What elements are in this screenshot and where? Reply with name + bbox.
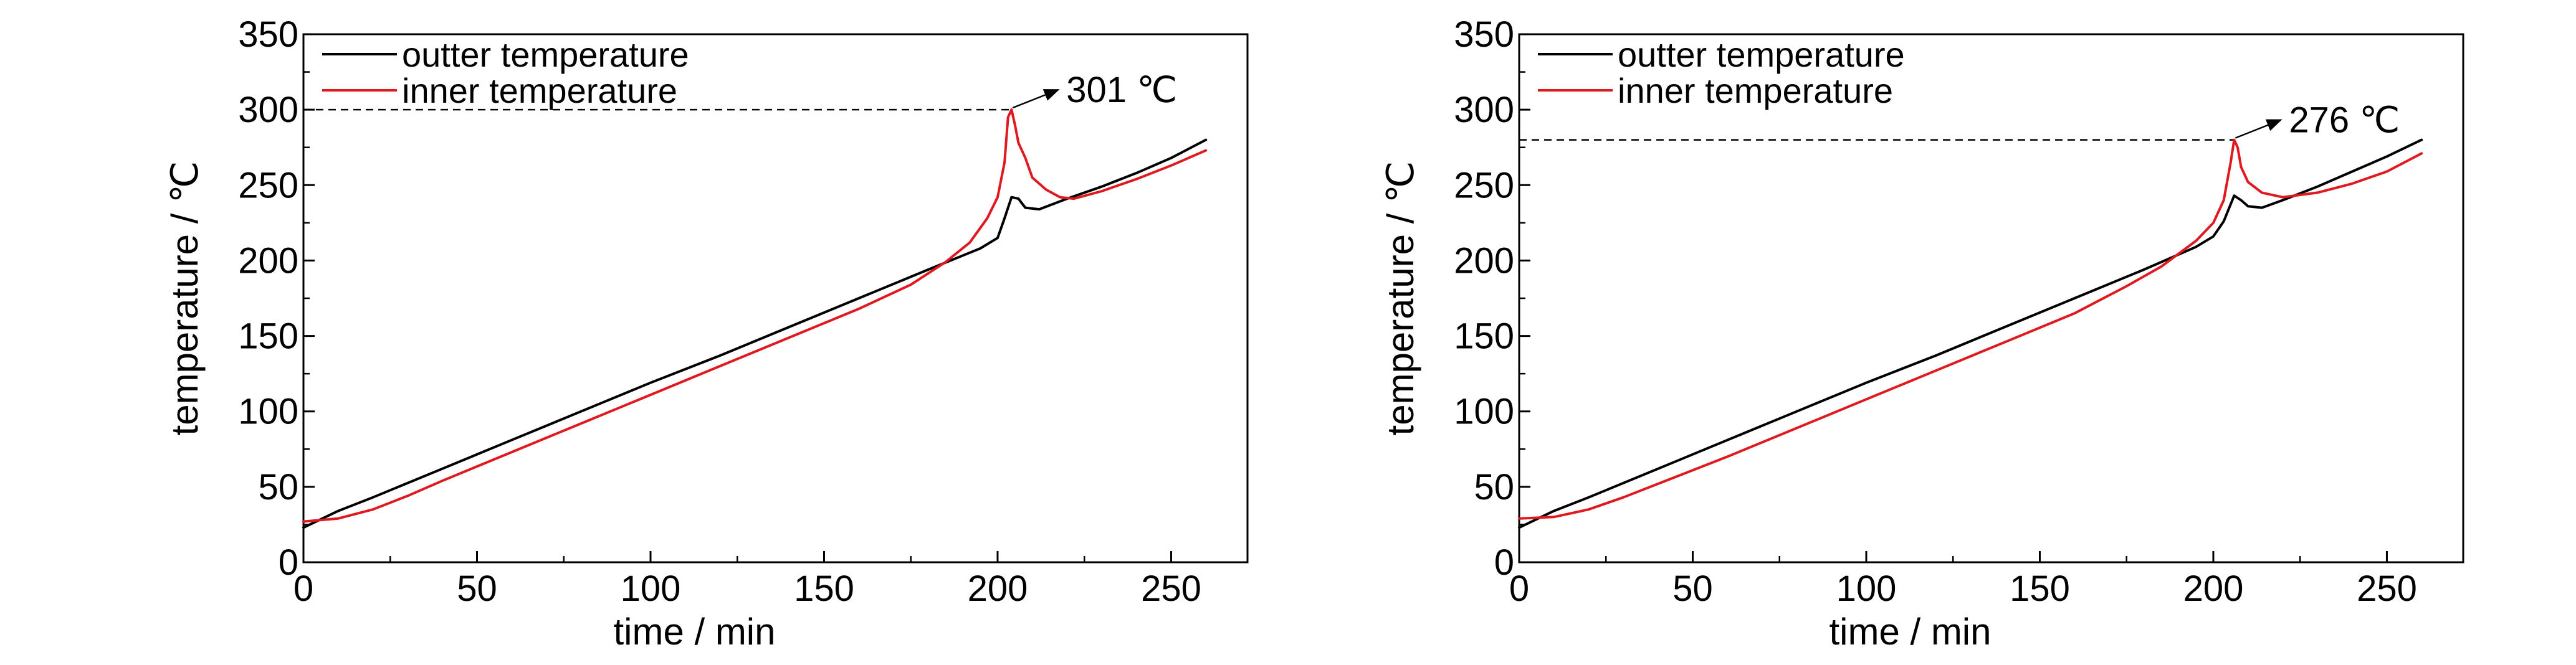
y-tick-label: 150 bbox=[1454, 316, 1514, 357]
x-axis-title: time / min bbox=[613, 611, 775, 653]
x-tick-label: 150 bbox=[2010, 568, 2070, 609]
x-tick-label: 200 bbox=[2183, 568, 2244, 609]
legend-label: outter temperature bbox=[1618, 35, 1905, 74]
x-tick-label: 150 bbox=[794, 568, 854, 609]
y-tick-label: 0 bbox=[1494, 542, 1514, 583]
x-tick-label: 100 bbox=[621, 568, 681, 609]
legend-label: inner temperature bbox=[1618, 71, 1893, 110]
series-line-outter-temperature bbox=[1518, 138, 2423, 529]
y-tick-label: 300 bbox=[1454, 90, 1514, 130]
series-line-outter-temperature bbox=[302, 138, 1208, 529]
chart-panel-1: 0 50 100 150 200 250 0 50 100 150 200 250 300 350 time… bbox=[164, 14, 1249, 653]
y-tick-label: 300 bbox=[238, 90, 298, 130]
x-tick-label: 200 bbox=[968, 568, 1028, 609]
peak-temperature-label: 276 ℃ bbox=[2289, 100, 2400, 141]
plot-frame bbox=[302, 33, 1249, 564]
peak-arrow bbox=[1012, 88, 1060, 109]
x-tick-label: 50 bbox=[1672, 568, 1713, 609]
y-tick-label: 200 bbox=[1454, 240, 1514, 281]
y-axis-title: temperature / ℃ bbox=[164, 161, 206, 436]
x-tick-label: 50 bbox=[457, 568, 497, 609]
y-tick-label: 350 bbox=[1454, 14, 1514, 55]
y-tick-label: 0 bbox=[279, 542, 298, 583]
x-tick-label: 0 bbox=[1509, 568, 1529, 609]
y-tick-label: 250 bbox=[1454, 165, 1514, 205]
series-line-inner-temperature bbox=[302, 108, 1208, 523]
y-tick-label: 200 bbox=[238, 240, 298, 281]
peak-arrow bbox=[2235, 119, 2283, 139]
chart-panel-2: 0 50 100 150 200 250 0 50 100 150 200 250 300 350 time… bbox=[1380, 14, 2464, 653]
x-tick-label: 0 bbox=[293, 568, 313, 609]
x-tick-label: 250 bbox=[1141, 568, 1201, 609]
y-tick-label: 250 bbox=[238, 165, 298, 205]
y-axis-title: temperature / ℃ bbox=[1380, 161, 1421, 436]
y-tick-label: 100 bbox=[238, 392, 298, 432]
y-tick-label: 50 bbox=[1474, 467, 1514, 507]
x-tick-label: 100 bbox=[1836, 568, 1897, 609]
series-line-inner-temperature bbox=[1518, 138, 2423, 520]
x-tick-label: 250 bbox=[2357, 568, 2417, 609]
y-tick-label: 100 bbox=[1454, 392, 1514, 432]
x-axis-title: time / min bbox=[1829, 611, 1991, 653]
peak-temperature-label: 301 ℃ bbox=[1066, 70, 1177, 110]
legend-label: inner temperature bbox=[402, 71, 677, 110]
y-tick-label: 150 bbox=[238, 316, 298, 357]
legend-label: outter temperature bbox=[402, 35, 689, 74]
y-tick-label: 50 bbox=[258, 467, 298, 507]
y-tick-label: 350 bbox=[238, 14, 298, 55]
